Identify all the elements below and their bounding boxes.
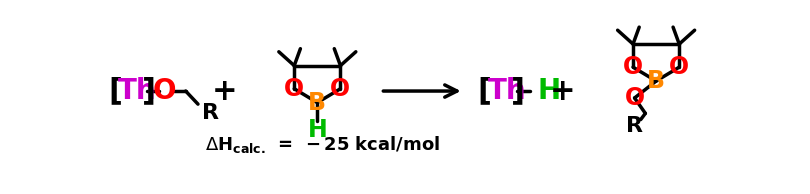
Text: R: R [202,103,219,123]
Text: H: H [538,77,561,105]
Text: O: O [284,77,305,101]
Text: O: O [153,77,177,105]
Text: $\Delta\mathbf{H}_{\mathbf{calc.}}$$\mathbf{\ =\ -25\ kcal/mol}$: $\Delta\mathbf{H}_{\mathbf{calc.}}$$\mat… [205,134,441,155]
Text: Th: Th [118,77,156,105]
Text: O: O [330,77,351,101]
Text: +: + [549,77,575,106]
Text: +: + [212,77,238,106]
Text: ]: ] [511,77,526,106]
Text: O: O [669,55,689,79]
Text: B: B [309,91,326,115]
Text: O: O [625,86,645,110]
Text: H: H [308,118,327,142]
Text: [: [ [108,77,122,106]
Text: O: O [623,55,643,79]
Text: Th: Th [488,77,526,105]
Text: R: R [626,116,643,136]
Text: ]: ] [142,77,156,106]
Text: B: B [647,69,665,93]
Text: [: [ [478,77,492,106]
